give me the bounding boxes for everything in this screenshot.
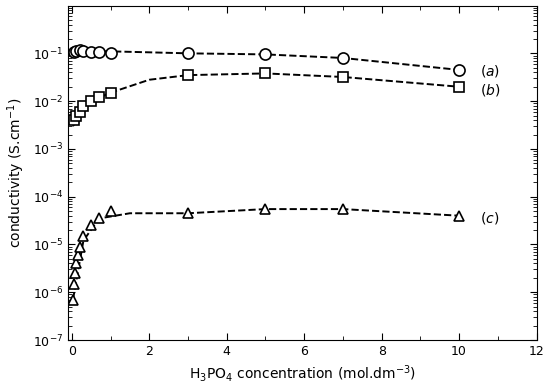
X-axis label: H$_3$PO$_4$ concentration (mol.dm$^{-3}$): H$_3$PO$_4$ concentration (mol.dm$^{-3}$… [189,363,416,385]
Text: $(c)$: $(c)$ [480,211,499,227]
Text: $(b)$: $(b)$ [480,82,501,98]
Y-axis label: conductivity (S.cm$^{-1}$): conductivity (S.cm$^{-1}$) [6,98,27,248]
Text: $(a)$: $(a)$ [480,63,500,79]
